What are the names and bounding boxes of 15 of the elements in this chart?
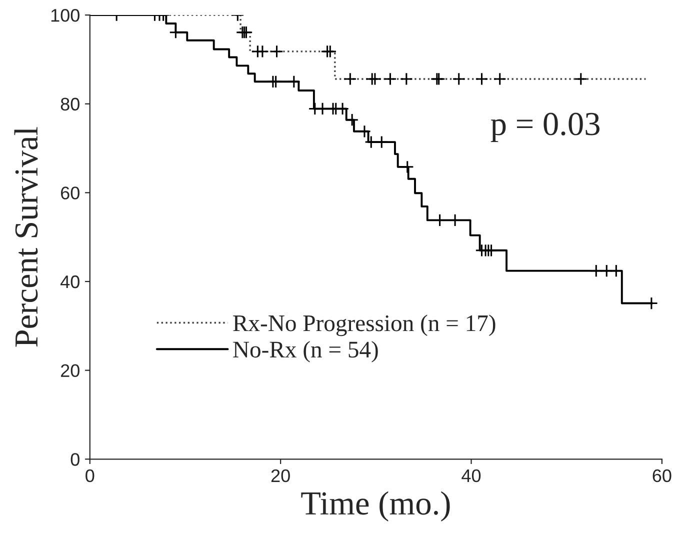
y-tick-label: 40 xyxy=(60,275,80,288)
annotation: p = 0.03 xyxy=(490,112,600,142)
x-axis-title: Time (mo.) xyxy=(301,491,450,522)
y-tick-label: 60 xyxy=(61,186,80,200)
legend-label: Rx-No Progression (n = 17) xyxy=(233,314,496,336)
x-tick-label: 40 xyxy=(462,469,481,482)
y-tick-label: 20 xyxy=(60,364,80,378)
y-tick-label: 80 xyxy=(60,98,80,111)
y-tick-label: 0 xyxy=(70,453,80,466)
x-tick-label: 20 xyxy=(271,469,290,482)
y-axis-title: Percent Survival xyxy=(14,127,38,347)
legend-label: No-Rx (n = 54) xyxy=(233,340,378,362)
x-tick-label: 0 xyxy=(86,469,94,482)
x-tick-label: 60 xyxy=(652,469,672,482)
y-tick-label: 100 xyxy=(51,8,80,22)
